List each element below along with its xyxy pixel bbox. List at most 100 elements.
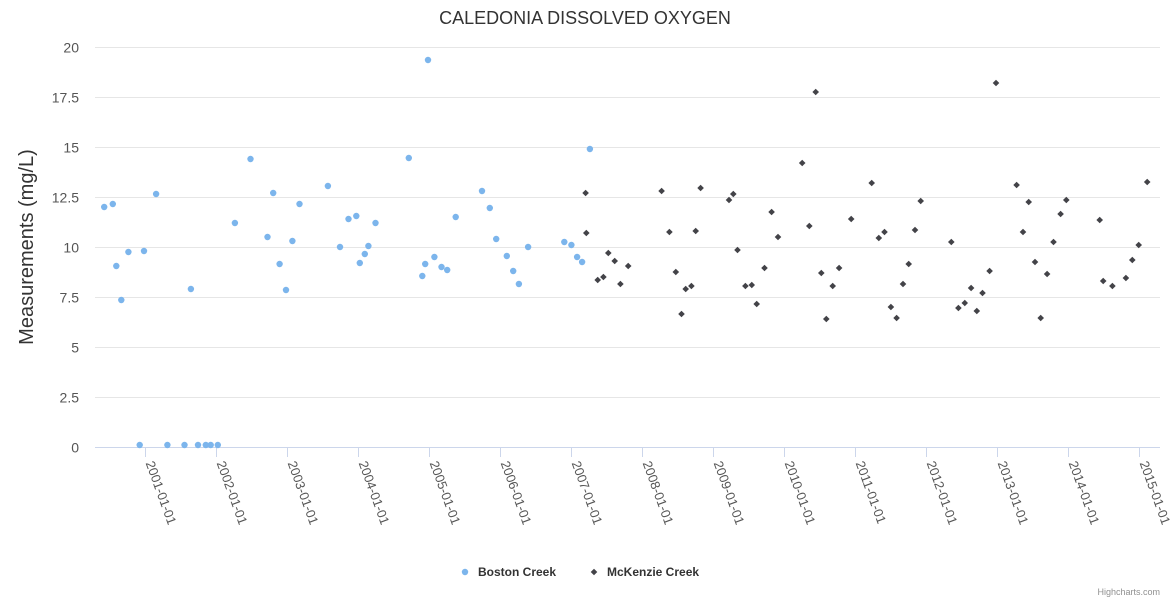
data-point[interactable] [583,229,590,237]
data-point[interactable] [247,155,254,163]
data-point[interactable] [207,441,214,449]
data-point[interactable] [231,219,239,227]
data-point[interactable] [823,315,830,323]
data-point[interactable] [881,228,888,236]
data-point[interactable] [1109,282,1116,290]
data-point[interactable] [1025,198,1032,206]
data-point[interactable] [1122,274,1130,282]
data-point[interactable] [774,233,782,241]
data-point[interactable] [847,215,855,223]
data-point[interactable] [478,187,486,195]
data-point[interactable] [181,441,188,449]
data-point[interactable] [672,268,680,276]
legend-item-boston-creek[interactable]: Boston Creek [461,565,557,579]
data-point[interactable] [282,286,290,294]
data-point[interactable] [624,262,632,270]
data-point[interactable] [214,441,221,449]
data-point[interactable] [582,189,589,197]
legend[interactable]: Boston Creek McKenzie Creek [461,565,700,579]
data-point[interactable] [967,284,975,292]
data-point[interactable] [353,212,360,220]
data-point[interactable] [1043,270,1051,278]
data-point[interactable] [296,200,303,208]
data-point[interactable] [422,260,429,268]
data-point[interactable] [893,314,900,322]
data-point[interactable] [979,289,986,297]
data-point[interactable] [992,79,1000,87]
data-point[interactable] [682,285,689,293]
data-point[interactable] [761,264,768,272]
data-point[interactable] [899,280,907,288]
data-point[interactable] [658,187,665,195]
data-point[interactable] [438,263,445,271]
data-point[interactable] [1019,228,1027,236]
data-point[interactable] [444,266,451,274]
data-point[interactable] [164,441,171,449]
data-point[interactable] [730,190,737,198]
data-point[interactable] [697,184,704,192]
data-point[interactable] [136,441,143,449]
data-point[interactable] [611,257,618,265]
data-point[interactable] [118,296,125,304]
data-point[interactable] [973,307,981,315]
data-point[interactable] [1129,256,1136,264]
data-point[interactable] [818,269,825,277]
data-point[interactable] [986,267,993,275]
data-point[interactable] [1013,181,1020,189]
data-point[interactable] [345,215,352,223]
data-point[interactable] [289,237,296,245]
data-point[interactable] [917,197,924,205]
data-point[interactable] [829,282,836,290]
data-point[interactable] [194,441,202,449]
data-point[interactable] [424,56,432,64]
data-point[interactable] [573,253,581,261]
data-point[interactable] [617,280,624,288]
data-point[interactable] [586,145,594,153]
data-point[interactable] [524,243,532,251]
data-point[interactable] [113,262,120,270]
data-point[interactable] [140,247,148,255]
data-point[interactable] [812,88,819,96]
data-point[interactable] [678,310,685,318]
data-point[interactable] [152,190,160,198]
data-point[interactable] [948,238,955,246]
data-point[interactable] [688,282,695,290]
data-point[interactable] [911,226,919,234]
data-point[interactable] [875,234,883,242]
data-point[interactable] [561,238,568,246]
data-point[interactable] [336,243,344,251]
data-point[interactable] [431,253,438,261]
data-point[interactable] [1031,258,1039,266]
data-point[interactable] [365,242,372,250]
data-point[interactable] [1063,196,1070,204]
data-point[interactable] [372,219,379,227]
data-point[interactable] [405,154,412,162]
data-point[interactable] [1099,277,1107,285]
data-point[interactable] [109,200,117,208]
data-point[interactable] [868,179,875,187]
credits-link[interactable]: Highcharts.com [1097,587,1160,597]
data-point[interactable] [202,441,209,449]
data-point[interactable] [452,213,459,221]
data-point[interactable] [768,208,775,216]
data-point[interactable] [1037,314,1044,322]
data-point[interactable] [600,273,607,281]
data-point[interactable] [666,228,673,236]
data-point[interactable] [748,281,756,289]
data-point[interactable] [125,248,132,256]
data-point[interactable] [356,259,363,267]
data-point[interactable] [503,252,510,260]
data-point[interactable] [187,285,195,293]
data-point[interactable] [361,250,368,258]
data-point[interactable] [1057,210,1064,218]
data-point[interactable] [264,233,271,241]
data-point[interactable] [486,204,493,212]
data-point[interactable] [515,280,523,288]
data-point[interactable] [734,246,741,254]
data-point[interactable] [419,272,426,280]
data-point[interactable] [568,241,575,249]
data-point[interactable] [1135,241,1142,249]
data-point[interactable] [692,227,699,235]
data-point[interactable] [324,182,332,190]
data-point[interactable] [605,249,612,257]
